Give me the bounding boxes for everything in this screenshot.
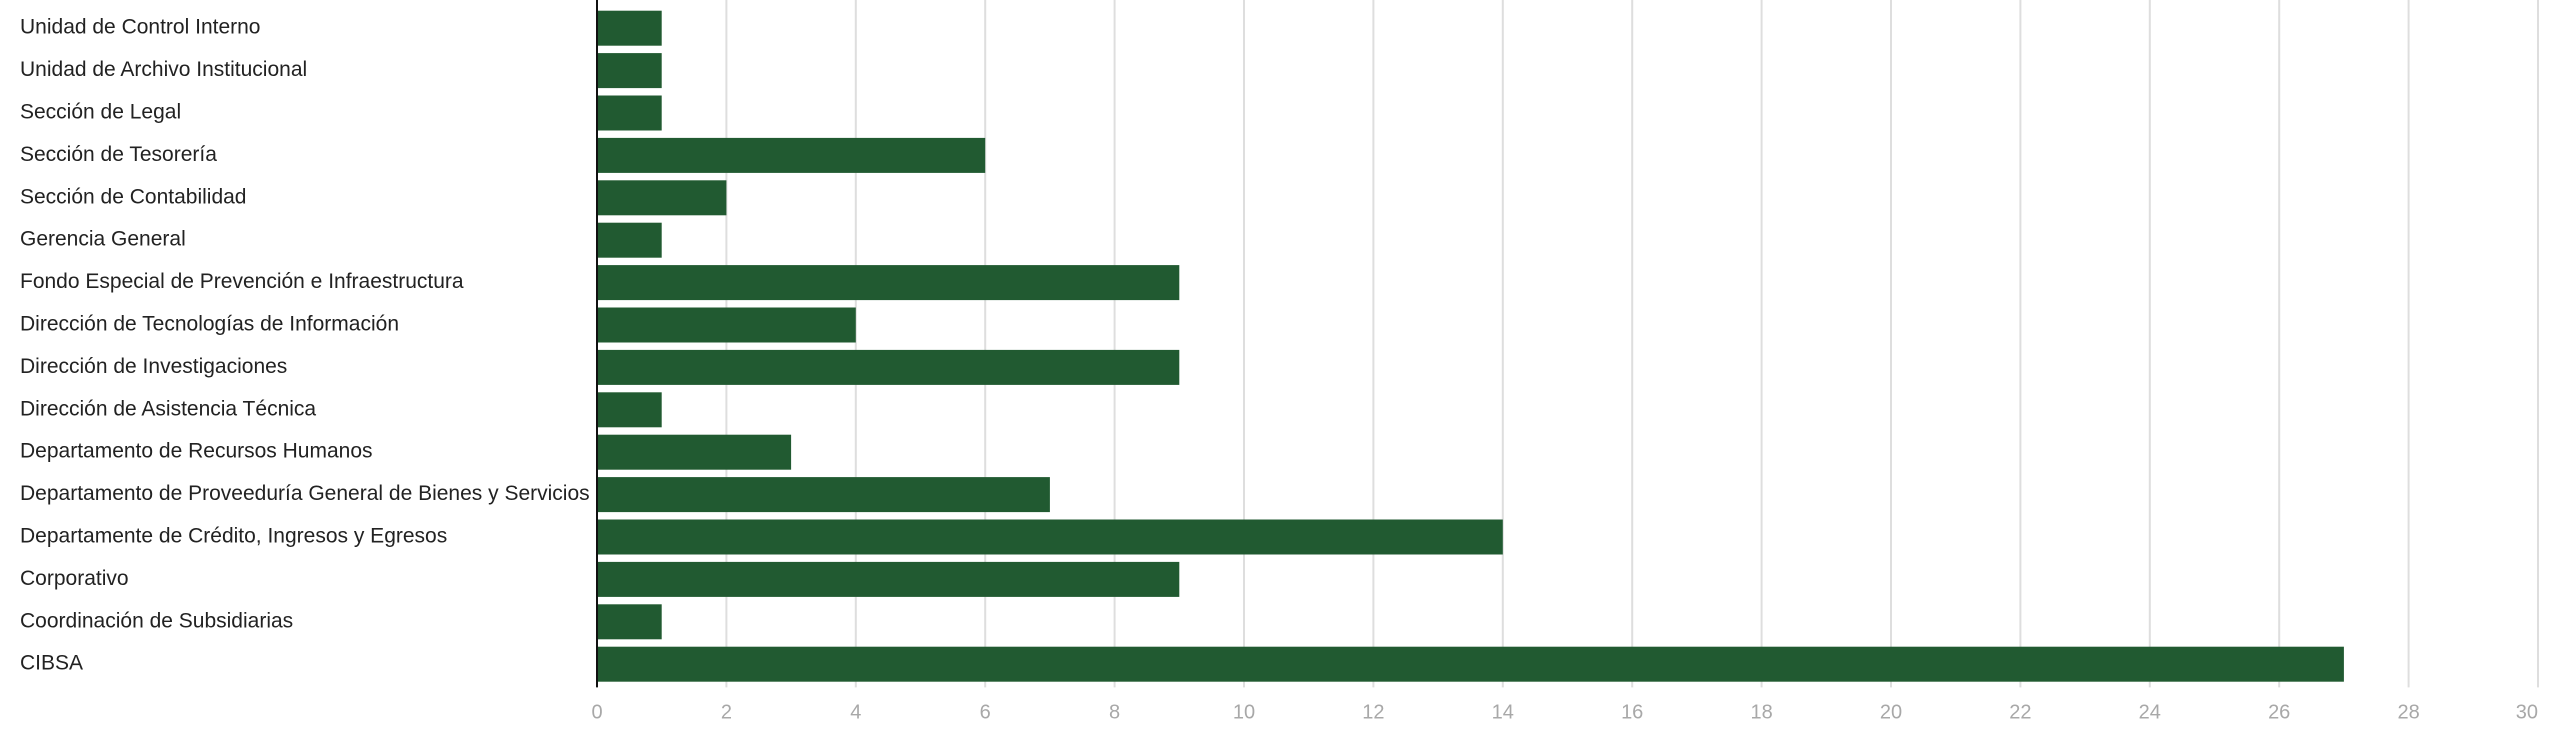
- category-label: Departamento de Proveeduría General de B…: [20, 482, 590, 505]
- x-tick-label: 30: [2516, 701, 2538, 723]
- grid-lines: [725, 0, 2539, 688]
- bar: [597, 95, 662, 131]
- category-label: Sección de Legal: [20, 101, 181, 124]
- bar: [597, 180, 727, 216]
- bar: [597, 222, 662, 258]
- bar: [597, 137, 986, 173]
- category-label: Unidad de Control Interno: [20, 16, 261, 39]
- bar: [597, 646, 2344, 682]
- category-label: Sección de Contabilidad: [20, 185, 247, 208]
- x-tick-label: 28: [2397, 701, 2419, 723]
- category-label: Fondo Especial de Prevención e Infraestr…: [20, 270, 464, 293]
- category-label: Departamento de Recursos Humanos: [20, 440, 373, 463]
- bar: [597, 392, 662, 428]
- x-axis-tick-labels: 0 2 4 6 8 10 12 14 16 18 20 22 24 26 28 30: [591, 701, 2538, 723]
- category-label: Sección de Tesorería: [20, 143, 217, 166]
- x-tick-label: 16: [1621, 701, 1643, 723]
- bar: [597, 519, 1503, 555]
- bar: [597, 477, 1050, 513]
- x-tick-label: 20: [1880, 701, 1902, 723]
- category-label: Dirección de Tecnologías de Información: [20, 313, 399, 336]
- x-tick-label: 26: [2268, 701, 2290, 723]
- x-tick-label: 4: [850, 701, 861, 723]
- category-label: Coordinación de Subsidiarias: [20, 609, 293, 632]
- x-tick-label: 14: [1492, 701, 1514, 723]
- bar: [597, 349, 1180, 385]
- bar: [597, 10, 662, 46]
- bars: [597, 10, 2344, 682]
- x-tick-label: 0: [591, 701, 602, 723]
- x-tick-label: 6: [980, 701, 991, 723]
- x-tick-label: 10: [1233, 701, 1255, 723]
- x-tick-label: 24: [2139, 701, 2161, 723]
- category-label: Departamente de Crédito, Ingresos y Egre…: [20, 525, 447, 548]
- category-labels: Unidad de Control Interno Unidad de Archi…: [20, 16, 590, 675]
- x-tick-label: 12: [1362, 701, 1384, 723]
- bar: [597, 53, 662, 89]
- bar: [597, 265, 1180, 301]
- category-label: Dirección de Asistencia Técnica: [20, 397, 316, 420]
- bar: [597, 604, 662, 640]
- bar: [597, 434, 792, 470]
- category-label: Corporativo: [20, 567, 129, 590]
- bar: [597, 561, 1180, 597]
- category-label: Dirección de Investigaciones: [20, 355, 287, 378]
- x-tick-label: 2: [721, 701, 732, 723]
- x-tick-label: 22: [2009, 701, 2031, 723]
- bar: [597, 307, 856, 343]
- x-tick-label: 18: [1750, 701, 1772, 723]
- category-label: Gerencia General: [20, 228, 186, 251]
- category-label: CIBSA: [20, 652, 83, 675]
- x-tick-label: 8: [1109, 701, 1120, 723]
- category-label: Unidad de Archivo Institucional: [20, 58, 307, 81]
